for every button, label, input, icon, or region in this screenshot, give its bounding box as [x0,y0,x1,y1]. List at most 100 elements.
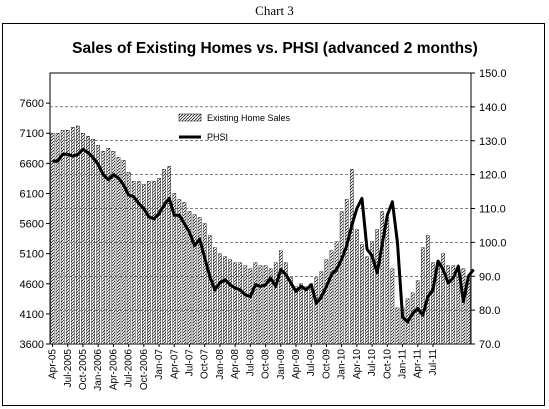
bar [355,229,359,345]
bar [243,265,248,345]
phsi-line [52,147,475,324]
bar [294,286,298,345]
left-tick-label: 5100 [20,249,44,261]
bar [147,181,151,345]
left-tick-label: 4600 [20,279,44,291]
x-tick-label: Jul-2005 [63,349,74,388]
right-tick-label: 70.0 [479,339,500,351]
left-tick-label: 5600 [20,219,44,231]
legend-label-bars: Existing Home Sales [207,113,291,123]
bar [289,277,293,345]
bar [344,199,349,345]
x-tick-label: Apr-05 [48,349,59,379]
bar [152,181,156,345]
x-tick-label: Apr-2006 [108,349,119,391]
bar [360,244,364,345]
x-tick-label: Oct-07 [200,349,211,379]
x-tick-label: Jul-2006 [124,349,135,388]
bar [248,268,253,345]
bar [446,265,450,345]
x-tick-label: Oct-2005 [78,349,89,391]
bar [162,169,166,345]
chart-svg: Sales of Existing Homes vs. PHSI (advanc… [20,40,507,391]
right-tick-label: 100.0 [479,237,507,249]
x-tick-label: Jan-11 [398,349,409,379]
bar [456,274,461,345]
x-tick-label: Jan-08 [215,349,226,380]
bar [136,181,141,345]
right-tick-label: 90.0 [479,271,500,283]
bar [395,307,400,345]
bar [304,286,308,345]
x-tick-label: Apr-08 [230,349,241,379]
x-tick-label: Jul-07 [184,349,195,377]
bar [86,136,90,345]
bar [329,250,334,345]
legend: Existing Home Sales PHSI [178,113,291,142]
bar [76,125,80,345]
bar [253,262,258,345]
bar [365,256,369,345]
legend-swatch-bars [178,113,202,122]
bar [223,256,227,345]
x-axis: Apr-05 Jul-2005 Oct-2005 Jan-2006 Apr-2006 Ju… [48,344,439,391]
bar [334,241,339,345]
bar [65,130,70,345]
bar [314,277,319,345]
bar [207,235,212,345]
left-axis: 3600 4100 4600 5100 5600 6100 6600 7100 7600 [20,98,50,351]
left-tick-label: 6600 [20,158,44,170]
left-tick-label: 7100 [20,128,44,140]
bar [131,181,136,345]
bar [71,126,75,345]
bar [50,133,55,345]
bar [238,262,243,345]
bar [101,151,106,345]
bar [273,262,278,345]
bar [213,247,217,345]
bar [96,145,101,345]
bar [192,214,197,345]
bar [420,247,425,345]
bar [177,199,182,345]
bar [81,133,85,345]
right-tick-label: 120.0 [479,170,507,182]
bar [55,133,60,345]
bar [319,271,324,345]
bar [278,250,283,345]
bar [263,265,268,345]
x-tick-label: Jul-09 [306,349,317,377]
chart-title: Sales of Existing Homes vs. PHSI (advanc… [72,40,478,57]
right-tick-label: 140.0 [479,102,507,114]
bar [60,130,65,345]
x-tick-label: Jul-10 [367,349,378,377]
x-tick-label: Apr-09 [291,349,302,379]
x-tick-label: Jan-09 [276,349,287,380]
left-tick-label: 3600 [20,339,44,351]
bar [106,148,111,345]
bar [157,178,161,345]
bar [218,253,222,345]
x-tick-label: Jan-2006 [93,349,104,391]
bar [349,169,354,345]
x-tick-label: Apr-10 [352,349,363,379]
bar [228,259,232,345]
left-tick-label: 7600 [20,98,44,110]
bar [380,211,385,345]
x-tick-label: Oct-2006 [139,349,150,391]
bar [339,211,344,345]
left-tick-label: 4100 [20,309,44,321]
x-tick-label: Jan-10 [337,349,348,380]
bar [258,265,263,345]
right-axis: 70.0 80.0 90.0 100.0 110.0 120.0 130.0 140.0 150… [471,68,507,351]
bar-series [50,125,471,345]
bar [385,217,390,345]
bar [167,166,172,345]
x-tick-label: Jul-08 [245,349,256,377]
bar [233,262,237,345]
x-tick-label: Oct-08 [261,349,272,379]
bar [202,223,207,345]
left-tick-label: 6100 [20,188,44,200]
right-tick-label: 110.0 [479,204,506,216]
bar [116,157,121,345]
